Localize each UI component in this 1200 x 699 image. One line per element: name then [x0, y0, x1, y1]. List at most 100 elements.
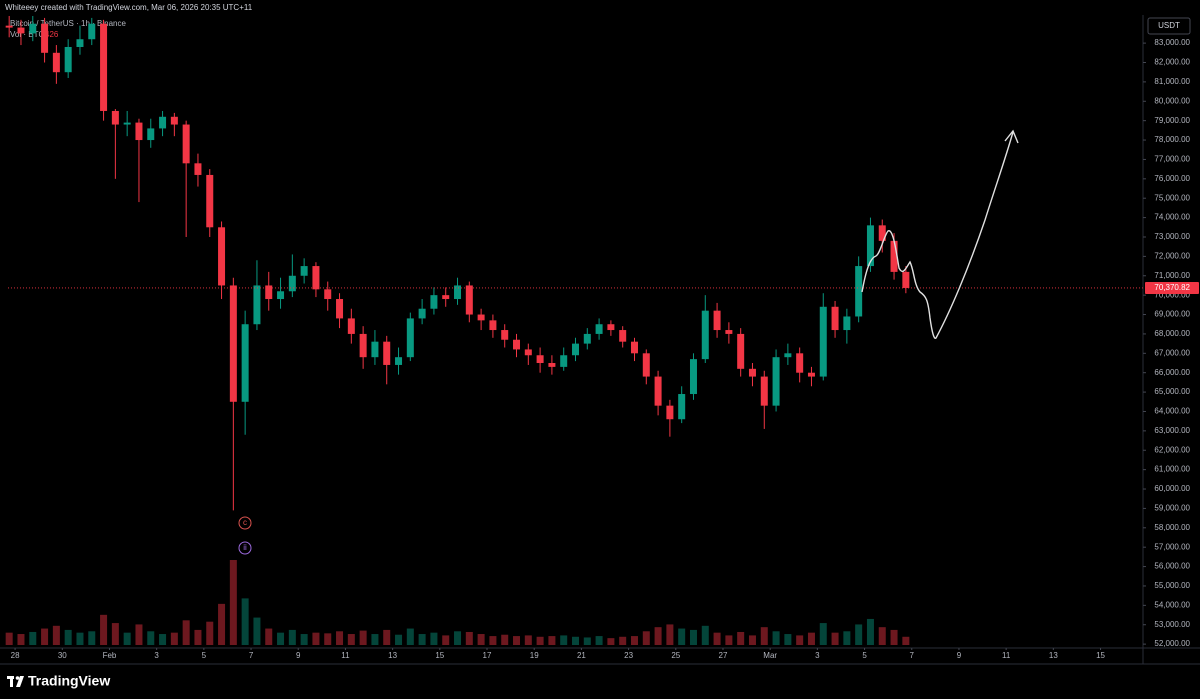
volume-bar [76, 632, 84, 645]
y-tick-label: 83,000.00 [1154, 38, 1190, 47]
volume-bar [135, 624, 143, 645]
volume-bar [890, 629, 898, 645]
y-tick-label: 66,000.00 [1154, 368, 1190, 377]
y-tick-label: 63,000.00 [1154, 426, 1190, 435]
y-tick-label: 62,000.00 [1154, 445, 1190, 454]
y-tick-label: 74,000.00 [1154, 213, 1190, 222]
volume-bar [465, 631, 473, 645]
candle-body [725, 330, 733, 334]
candle-body [902, 271, 910, 288]
candle-body [76, 39, 84, 47]
x-tick-label: 30 [58, 651, 67, 660]
x-tick-label: 7 [910, 651, 915, 660]
candle-body [890, 240, 898, 272]
volume-title: Vol · BTC [10, 30, 44, 39]
volume-bar [253, 617, 261, 645]
annotation-label: ii [243, 543, 247, 552]
volume-bar [831, 632, 839, 645]
attribution: Whiteeey created with TradingView.com, M… [5, 3, 253, 12]
candle-body [336, 299, 344, 319]
volume-bar [206, 621, 214, 645]
y-tick-label: 75,000.00 [1154, 193, 1190, 202]
y-tick-label: 78,000.00 [1154, 135, 1190, 144]
candle-body [194, 163, 202, 175]
volume-bar [229, 560, 237, 645]
candle-body [41, 23, 49, 53]
volume-bar [147, 631, 155, 645]
brand-logo [7, 676, 24, 687]
y-tick-label: 77,000.00 [1154, 155, 1190, 164]
volume-bar [454, 631, 462, 645]
volume-bar [902, 636, 910, 645]
volume-bar [64, 629, 72, 645]
volume-bar [737, 631, 745, 645]
candle-body [713, 310, 721, 331]
logo-part [16, 676, 24, 687]
volume-bar [748, 635, 756, 645]
y-tick-label: 67,000.00 [1154, 348, 1190, 357]
volume-bar [878, 627, 886, 645]
candle-body [442, 295, 450, 300]
x-tick-label: 19 [530, 651, 539, 660]
candle-body [359, 333, 367, 358]
candle-body [383, 341, 391, 365]
volume-bar [371, 634, 379, 645]
volume-bar [796, 635, 804, 645]
candle-body [182, 124, 190, 164]
x-tick-label: 21 [577, 651, 586, 660]
volume-bar [560, 635, 568, 645]
currency-box[interactable] [1147, 17, 1191, 35]
candle-body [312, 266, 320, 290]
candle-body [560, 355, 568, 367]
x-tick-label: 17 [483, 651, 492, 660]
candle-body [454, 285, 462, 300]
projection-path [861, 131, 1014, 339]
volume-bar [855, 624, 863, 645]
candle-body [807, 372, 815, 377]
volume-bar [689, 629, 697, 645]
volume-bar [300, 634, 308, 645]
logo-part [10, 676, 13, 687]
volume-bar [430, 632, 438, 645]
y-tick-label: 80,000.00 [1154, 96, 1190, 105]
candle-body [772, 357, 780, 406]
plot: 83,000.00 82,000.00 81,000.00 80,000.00 79,0… [5, 15, 1199, 660]
candle-body [737, 333, 745, 369]
candle-body [489, 320, 497, 331]
volume-bar [265, 628, 273, 645]
candle-body [218, 227, 226, 286]
currency[interactable]: USDT [1158, 21, 1180, 30]
volume-bar [630, 636, 638, 645]
candle-body [548, 363, 556, 367]
candle-body [288, 275, 296, 292]
candle-body [300, 266, 308, 276]
y-tick-label: 53,000.00 [1154, 620, 1190, 629]
projection-arrowhead [1004, 129, 1019, 144]
last-price-label: 70,370.82 [1154, 283, 1190, 292]
candle-body [607, 324, 615, 331]
candle-body [819, 306, 827, 377]
volume-bar [654, 627, 662, 645]
volume-bar [843, 631, 851, 645]
candle-body [5, 25, 13, 28]
candle-body [135, 122, 143, 141]
volume-bar [536, 636, 544, 645]
volume-bar [442, 635, 450, 645]
volume-bar [819, 623, 827, 645]
volume-bar [383, 629, 391, 645]
volume-bar [194, 629, 202, 645]
x-tick-label: 25 [671, 651, 680, 660]
candle-body [630, 341, 638, 354]
volume-bar [29, 631, 37, 645]
y-tick-label: 55,000.00 [1154, 581, 1190, 590]
candle-body [253, 285, 261, 325]
volume-bar [760, 627, 768, 645]
y-tick-label: 76,000.00 [1154, 174, 1190, 183]
annotation-circle [238, 516, 252, 530]
x-tick-label: Mar [763, 651, 777, 660]
candle-body [524, 349, 532, 356]
x-tick-label: 9 [957, 651, 962, 660]
candle-body [88, 23, 96, 40]
volume-bar [277, 632, 285, 645]
